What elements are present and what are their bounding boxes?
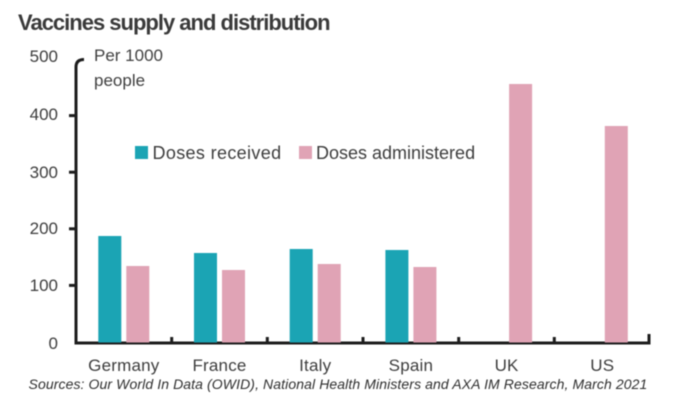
svg-text:Doses received: Doses received bbox=[153, 143, 282, 163]
svg-text:UK: UK bbox=[495, 356, 519, 375]
svg-text:100: 100 bbox=[30, 276, 58, 295]
svg-text:people: people bbox=[94, 71, 145, 90]
svg-text:Italy: Italy bbox=[299, 356, 331, 375]
svg-text:Per 1000: Per 1000 bbox=[94, 46, 163, 65]
svg-text:US: US bbox=[590, 356, 614, 375]
svg-text:France: France bbox=[192, 356, 246, 375]
svg-text:400: 400 bbox=[30, 105, 58, 124]
svg-text:0: 0 bbox=[49, 334, 58, 353]
svg-text:500: 500 bbox=[30, 47, 58, 66]
svg-text:Germany: Germany bbox=[88, 356, 160, 375]
svg-text:300: 300 bbox=[30, 163, 58, 182]
svg-text:200: 200 bbox=[30, 219, 58, 238]
svg-text:Spain: Spain bbox=[389, 356, 433, 375]
svg-text:Vaccines supply and distributi: Vaccines supply and distribution bbox=[18, 10, 330, 35]
svg-text:Doses administered: Doses administered bbox=[316, 143, 475, 163]
svg-text:Sources: Our World In Data (OW: Sources: Our World In Data (OWID), Natio… bbox=[29, 376, 648, 392]
